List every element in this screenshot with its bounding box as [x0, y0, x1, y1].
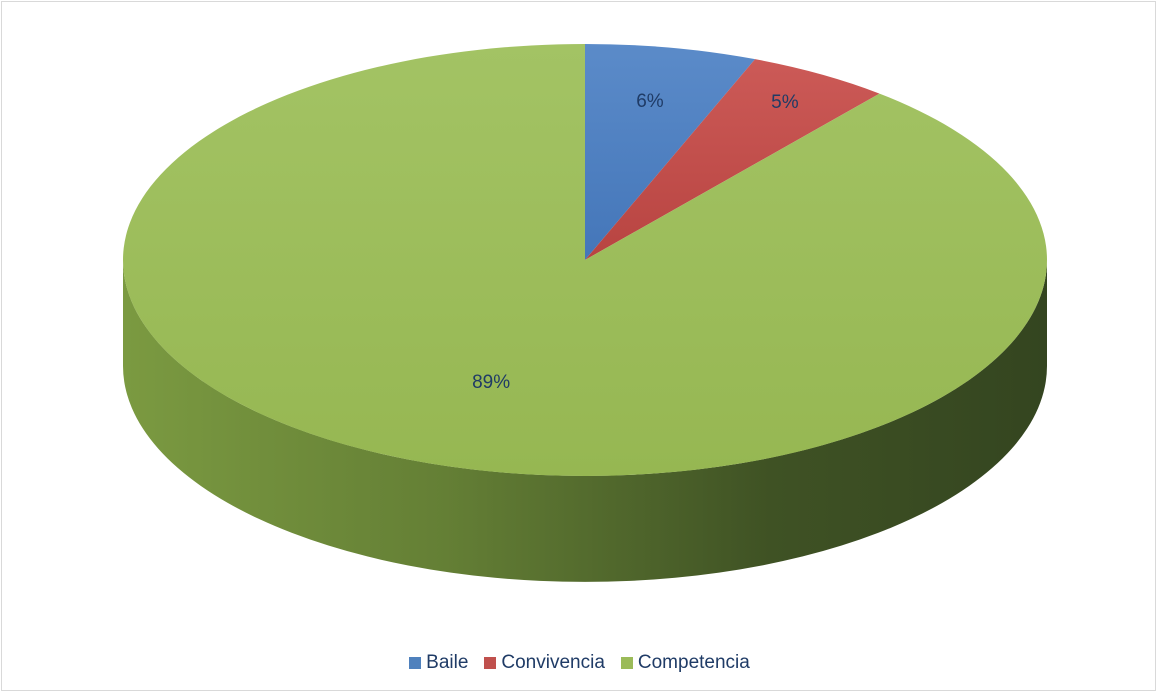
legend-item-baile: Baile — [409, 652, 468, 674]
legend-label-baile: Baile — [426, 652, 469, 673]
legend-item-convivencia: Convivencia — [484, 652, 605, 674]
data-label-convivencia: 5% — [771, 92, 799, 113]
legend-swatch-competencia — [620, 657, 633, 669]
pie-slice-convivencia — [585, 59, 880, 261]
pie-side-wall — [123, 260, 1047, 582]
legend-label-convivencia: Convivencia — [501, 652, 605, 673]
legend-swatch-convivencia — [484, 657, 497, 669]
data-label-baile: 6% — [636, 91, 664, 112]
pie-slice-baile — [585, 44, 756, 260]
data-label-competencia: 89% — [472, 372, 510, 393]
legend-label-competencia: Competencia — [637, 652, 750, 673]
legend-item-competencia: Competencia — [620, 652, 750, 674]
pie-slice-competencia — [122, 44, 1047, 477]
legend-swatch-baile — [409, 657, 422, 669]
chart-legend: Baile Convivencia Competencia — [0, 650, 1159, 676]
